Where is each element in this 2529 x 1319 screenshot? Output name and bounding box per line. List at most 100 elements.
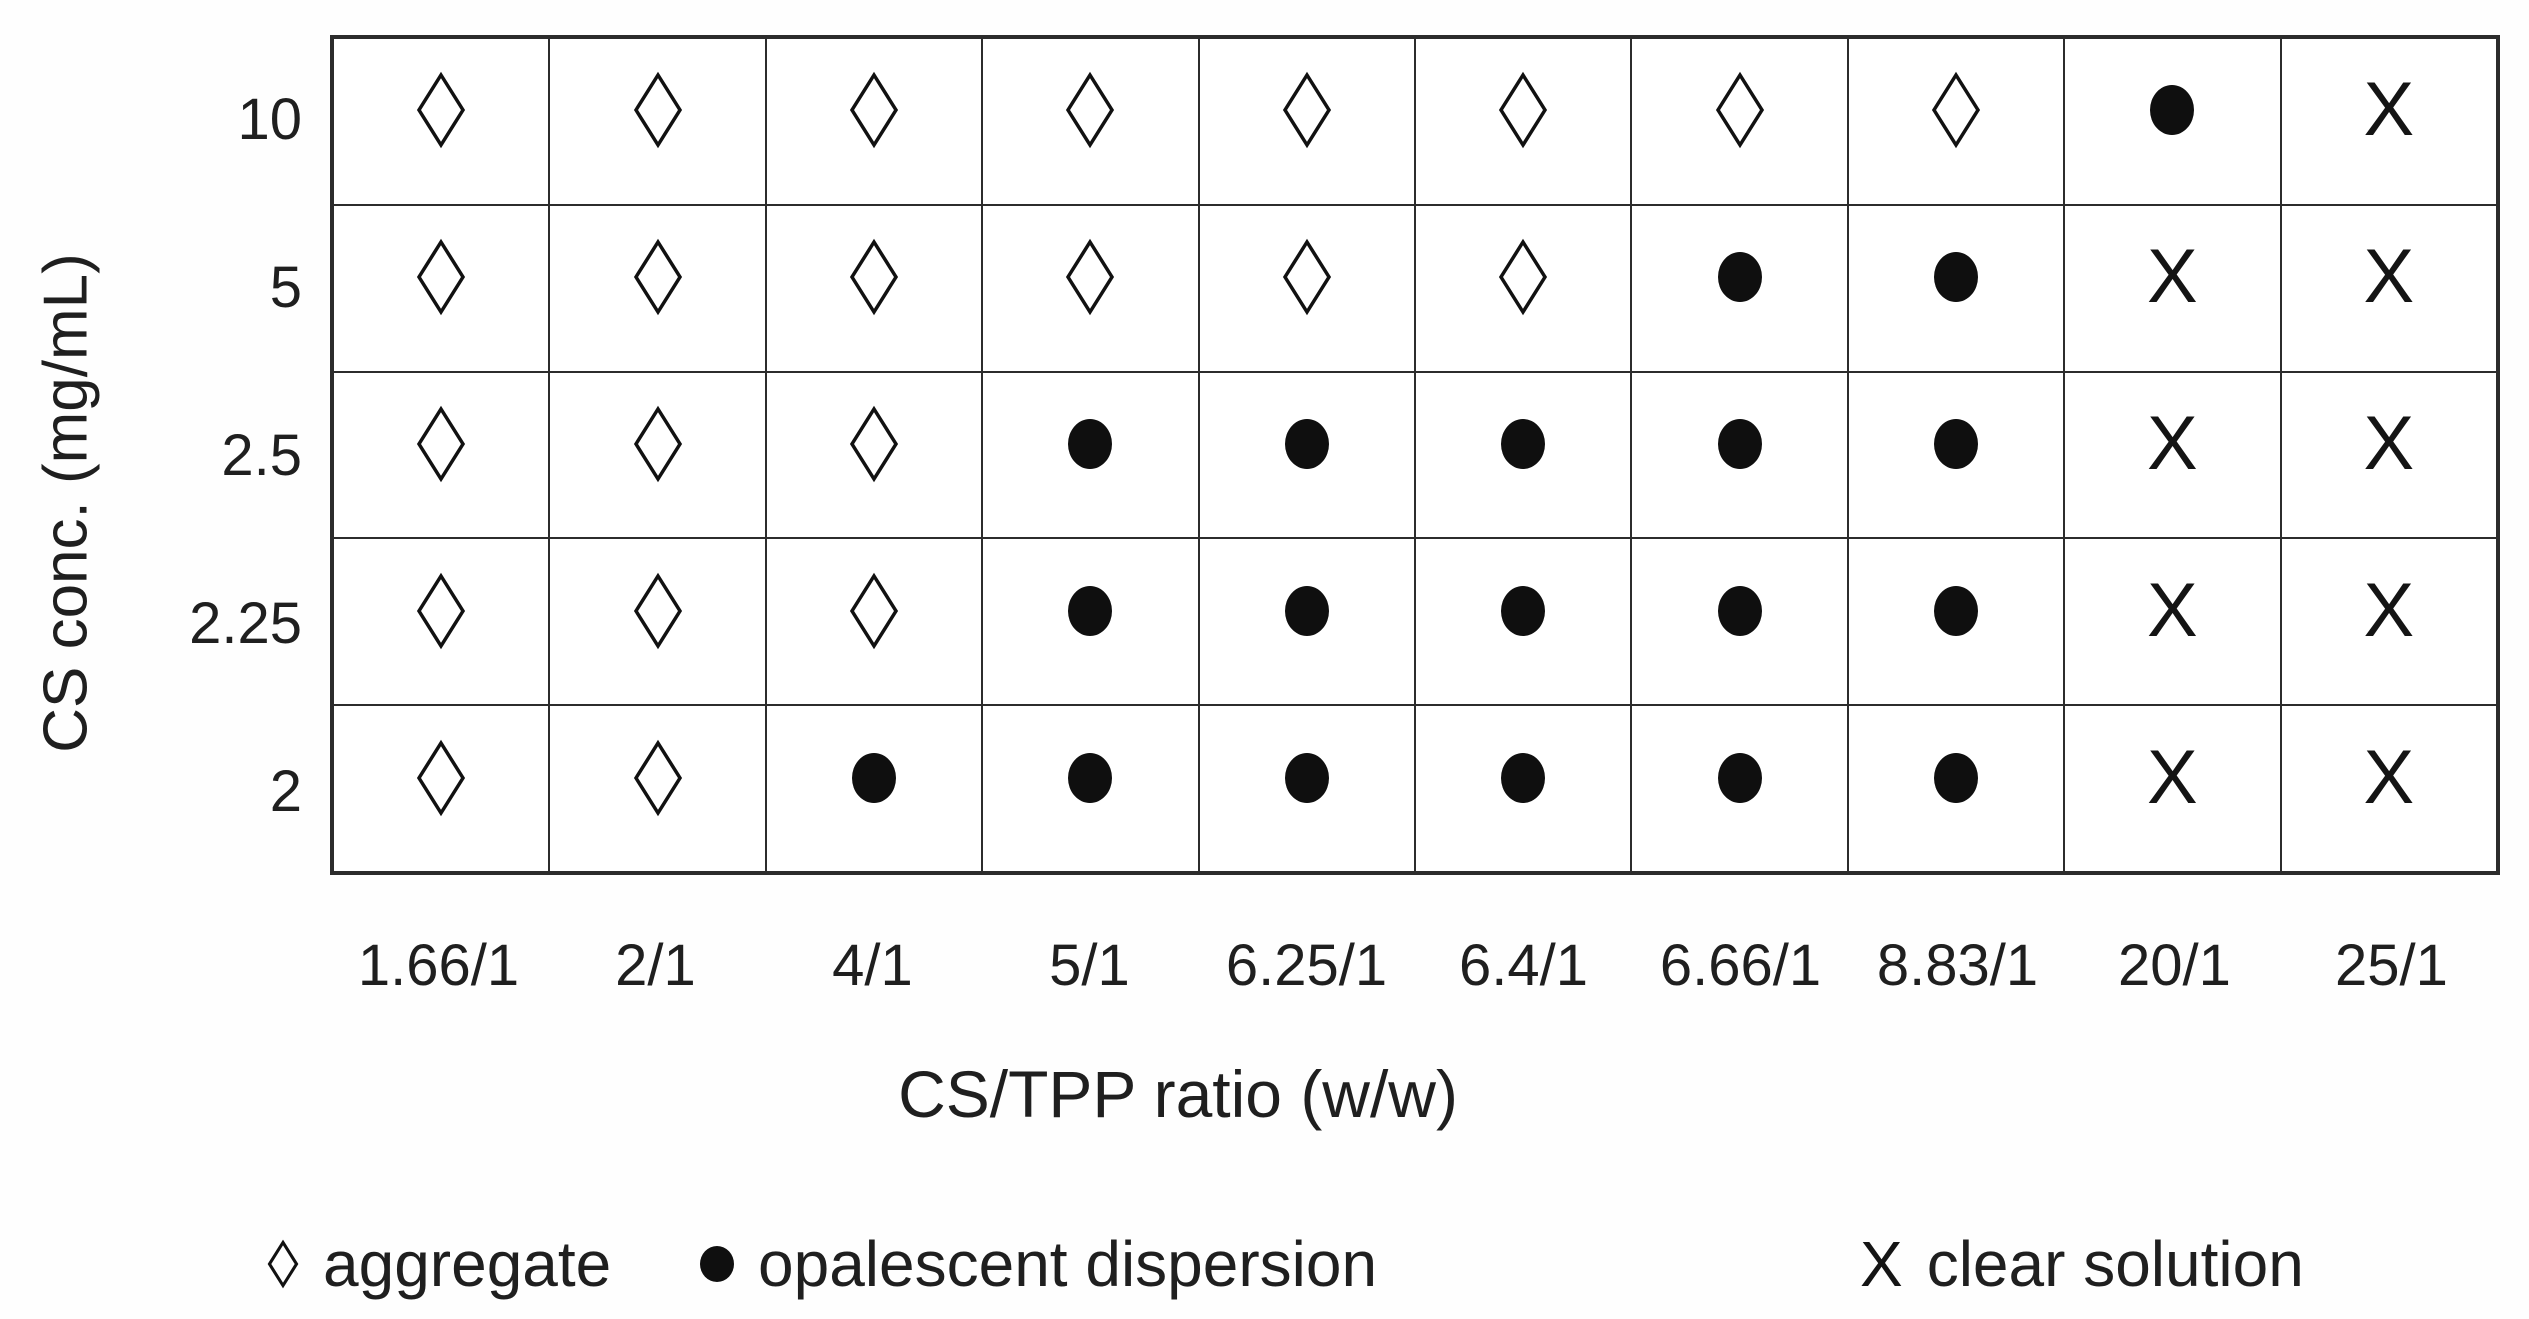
grid-cell — [1414, 38, 1632, 205]
grid-cell: X — [2064, 705, 2281, 872]
x-icon: X — [2147, 234, 2198, 320]
grid-cell — [1198, 705, 1415, 872]
dot-icon — [851, 752, 896, 803]
grid-cell — [549, 38, 766, 205]
grid-cell — [982, 38, 1199, 205]
x-icon: X — [2147, 400, 2198, 486]
grid-cell — [982, 371, 1199, 539]
x-tick-label: 8.83/1 — [1876, 933, 2039, 998]
grid-cell — [982, 705, 1199, 872]
grid-cell — [1847, 538, 2065, 706]
y-tick-labels: 10 5 2.5 2.25 2 — [0, 35, 302, 875]
grid-cell — [1414, 204, 1632, 372]
x-icon: X — [2363, 67, 2415, 153]
grid-cell — [765, 38, 983, 205]
grid-cell — [765, 705, 983, 872]
x-tick-label: 6.66/1 — [1659, 933, 1822, 998]
diamond-icon — [1499, 72, 1548, 149]
dot-icon — [1284, 418, 1329, 469]
grid-cell — [982, 538, 1199, 706]
grid-cell: X — [2280, 204, 2497, 372]
x-tick-label: 2/1 — [615, 933, 696, 998]
grid-cell — [1198, 371, 1415, 539]
dot-icon — [1501, 418, 1546, 469]
dot-icon — [1717, 752, 1762, 803]
grid-cell — [1631, 204, 1848, 372]
x-icon: X — [2147, 734, 2198, 820]
x-tick-label: 20/1 — [2118, 933, 2231, 998]
diamond-icon — [1715, 72, 1764, 149]
diamond-icon — [417, 238, 466, 316]
diamond-icon — [633, 739, 682, 816]
grid-cell: X — [2064, 371, 2281, 539]
dot-icon — [1501, 585, 1546, 636]
grid-cell — [1631, 538, 1848, 706]
grid-cell — [333, 204, 550, 372]
diamond-icon — [417, 739, 466, 816]
grid-cell — [549, 538, 766, 706]
grid-cell: X — [2280, 538, 2497, 706]
grid-cell: X — [2064, 538, 2281, 706]
y-tick-label: 5 — [269, 254, 302, 320]
grid-cell — [333, 538, 550, 706]
x-tick-label: 6.25/1 — [1225, 933, 1388, 998]
dot-icon — [1717, 585, 1762, 636]
y-tick-label: 2 — [269, 758, 302, 824]
y-tick-label: 2.5 — [221, 422, 302, 488]
dot-icon — [1284, 752, 1329, 803]
x-tick-label: 5/1 — [1049, 933, 1130, 998]
diamond-icon — [633, 72, 682, 149]
grid-cell — [1847, 38, 2065, 205]
diamond-icon — [633, 238, 682, 316]
grid-cell: X — [2280, 371, 2497, 539]
grid-cell — [1198, 204, 1415, 372]
grid-cell — [1414, 538, 1632, 706]
legend-item-clear-solution: X clear solution — [1860, 1222, 2304, 1306]
legend-label: clear solution — [1926, 1228, 2304, 1300]
x-icon: X — [2363, 734, 2415, 820]
diamond-icon — [417, 572, 466, 650]
grid-cell — [1847, 705, 2065, 872]
dot-icon — [1068, 752, 1113, 803]
diamond-icon — [849, 238, 899, 316]
dot-icon — [2150, 85, 2195, 136]
x-icon: X — [2147, 567, 2198, 653]
dot-icon — [1933, 585, 1978, 636]
legend-item-opalescent-dispersion: opalescent dispersion — [700, 1222, 1377, 1306]
dot-icon — [1501, 752, 1546, 803]
x-tick-label: 4/1 — [832, 933, 913, 998]
grid-cell — [982, 204, 1199, 372]
dot-icon — [1068, 585, 1113, 636]
dot-icon — [700, 1246, 734, 1282]
x-tick-label: 25/1 — [2335, 933, 2448, 998]
x-tick-label: 6.4/1 — [1459, 933, 1588, 998]
diamond-icon — [1066, 72, 1115, 149]
dot-icon — [1933, 252, 1978, 303]
dot-icon — [1068, 418, 1113, 469]
grid-cell: X — [2280, 38, 2497, 205]
diamond-icon — [1931, 72, 1981, 149]
diamond-icon — [267, 1239, 299, 1289]
diamond-icon — [849, 72, 899, 149]
y-tick-label: 10 — [237, 86, 302, 152]
diamond-icon — [417, 72, 466, 149]
dot-icon — [1717, 252, 1762, 303]
diamond-icon — [1282, 72, 1331, 149]
legend-label: aggregate — [323, 1228, 612, 1300]
grid-cell — [765, 204, 983, 372]
grid-cell — [1414, 371, 1632, 539]
x-icon: X — [2363, 234, 2415, 320]
grid-cell — [333, 38, 550, 205]
legend-item-aggregate: aggregate — [267, 1222, 611, 1306]
x-axis-title: CS/TPP ratio (w/w) — [898, 1057, 1458, 1131]
grid-cell — [1631, 38, 1848, 205]
diamond-icon — [633, 405, 682, 483]
grid-cell — [549, 705, 766, 872]
grid-cell — [1631, 705, 1848, 872]
grid-cell — [765, 371, 983, 539]
grid-cell — [333, 705, 550, 872]
grid-cell — [549, 371, 766, 539]
dot-icon — [1933, 752, 1978, 803]
